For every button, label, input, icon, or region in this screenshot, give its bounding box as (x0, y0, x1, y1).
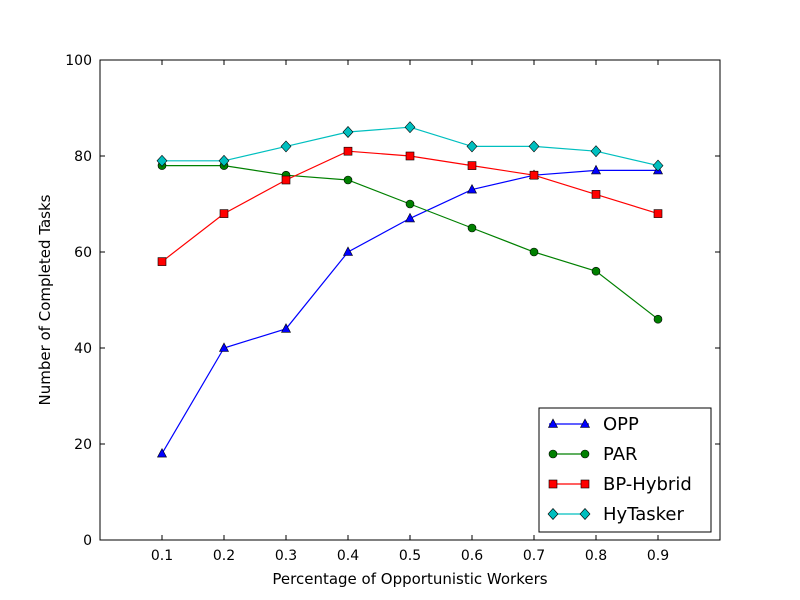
data-point-opp (591, 164, 601, 175)
legend-box (538, 407, 712, 533)
x-tick-label: 0.8 (585, 548, 607, 564)
series-layer (156, 121, 664, 458)
data-point-bp-hybrid (591, 190, 601, 199)
data-point-bp-hybrid (157, 257, 167, 266)
data-point-opp (157, 447, 167, 458)
data-point-opp (343, 246, 353, 256)
legend-marker-opp (548, 418, 558, 428)
y-tick-label: 0 (83, 533, 92, 549)
legend-marker-bp-hybrid (580, 479, 590, 489)
y-tick-label: 40 (74, 341, 92, 357)
data-point-hytasker (280, 140, 292, 153)
x-tick-label: 0.7 (523, 548, 545, 564)
data-point-par (467, 223, 477, 233)
x-tick-label: 0.4 (337, 548, 359, 564)
legend-marker-bp-hybrid (548, 479, 558, 489)
data-point-hytasker (342, 126, 354, 138)
data-point-par (653, 314, 663, 324)
data-point-hytasker (652, 159, 664, 172)
y-tick-label: 100 (65, 53, 92, 69)
data-point-hytasker (528, 140, 540, 153)
legend-marker-hytasker (579, 508, 591, 520)
y-tick-label: 80 (74, 149, 92, 165)
data-point-hytasker (466, 140, 478, 153)
y-axis-label: Number of Completed Tasks (36, 194, 54, 405)
legend-marker-par (580, 449, 590, 459)
data-point-opp (219, 342, 229, 352)
x-tick-label: 0.9 (647, 548, 669, 564)
legend-label-opp: OPP (603, 414, 639, 435)
series-bp-hybrid (157, 146, 663, 266)
data-point-hytasker (590, 145, 602, 158)
data-point-hytasker (404, 121, 416, 134)
x-axis-label: Percentage of Opportunistic Workers (272, 570, 547, 588)
legend-marker-hytasker (547, 508, 559, 520)
data-point-bp-hybrid (343, 146, 353, 156)
data-point-bp-hybrid (467, 161, 477, 170)
data-point-bp-hybrid (529, 170, 539, 180)
data-point-par (591, 266, 601, 276)
data-point-bp-hybrid (281, 175, 291, 185)
legend-label-par: PAR (603, 444, 638, 465)
series-opp (157, 164, 663, 458)
data-point-opp (281, 323, 291, 333)
data-point-par (529, 247, 539, 257)
data-point-bp-hybrid (405, 151, 415, 161)
x-tick-label: 0.6 (461, 548, 483, 564)
plot-frame (99, 59, 721, 541)
legend-marker-par (548, 449, 558, 459)
legend: OPP PAR BP-Hybrid HyTasker (538, 407, 712, 533)
x-tick-label: 0.3 (275, 548, 297, 564)
x-tick-label: 0.2 (213, 548, 235, 564)
data-point-bp-hybrid (653, 209, 663, 218)
ticks-layer: 0.1 0.2 0.3 0.4 0.5 0.6 0.7 0.8 0.9 0 20 40 60 80 100 (65, 53, 720, 564)
series-hytasker (156, 121, 664, 172)
data-point-opp (405, 212, 415, 223)
x-tick-label: 0.5 (399, 548, 421, 564)
data-point-bp-hybrid (219, 209, 229, 218)
legend-marker-opp (580, 418, 590, 428)
data-point-par (343, 175, 353, 185)
y-tick-label: 60 (74, 245, 92, 261)
legend-label-hytasker: HyTasker (603, 504, 684, 525)
y-tick-label: 20 (74, 437, 92, 453)
data-point-hytasker (156, 154, 168, 167)
data-point-hytasker (218, 154, 230, 167)
data-point-par (405, 199, 415, 209)
data-point-opp (467, 183, 477, 194)
x-tick-label: 0.1 (151, 548, 173, 564)
legend-label-bp-hybrid: BP-Hybrid (603, 474, 692, 495)
